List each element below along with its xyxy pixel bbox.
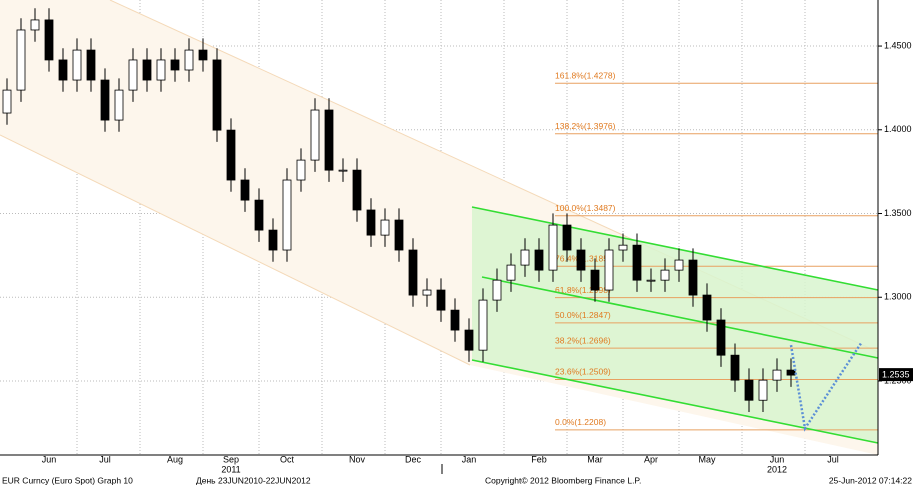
candle-body — [548, 224, 558, 271]
candle-body — [520, 249, 530, 266]
candle-body — [338, 169, 348, 172]
candle-body — [478, 299, 488, 351]
wide-channel-lower — [0, 134, 471, 366]
candle-body — [240, 179, 250, 201]
candle-body — [366, 209, 376, 236]
candle-body — [86, 49, 96, 81]
fib-label: 38.2%(1.2696) — [555, 335, 611, 345]
candle-body — [674, 259, 684, 271]
fib-label: 23.6%(1.2509) — [555, 367, 611, 377]
x-tick-label: Jun — [770, 454, 785, 464]
channel-upper — [471, 206, 879, 291]
footer-security: EUR Curncy (Euro Spot) Graph 10 — [2, 475, 133, 485]
candle-body — [254, 199, 264, 231]
x-tick-label: Jul — [99, 454, 111, 464]
candle-body — [744, 379, 754, 401]
last-price-tag — [879, 368, 913, 382]
candle-body — [156, 59, 166, 81]
candle-body — [492, 279, 502, 301]
candle-body — [296, 159, 306, 181]
candle-body — [212, 59, 222, 131]
candle-body — [450, 309, 460, 331]
candle-body — [310, 109, 320, 161]
last-price-label: 1.2535 — [882, 369, 910, 379]
fib-label: 0.0%(1.2208) — [555, 417, 606, 427]
axes: 1.25001.30001.35001.40001.4500JunJulAugS… — [42, 40, 913, 474]
candle-body — [44, 19, 54, 61]
candle-body — [646, 279, 656, 282]
candle-body — [436, 289, 446, 311]
x-tick-label: Dec — [405, 454, 422, 464]
candle-body — [562, 224, 572, 251]
candle-body — [100, 79, 110, 121]
candle-body — [730, 354, 740, 381]
candle-body — [128, 59, 138, 91]
candle-body — [324, 109, 334, 171]
projection-line — [789, 342, 863, 432]
candle-body — [576, 249, 586, 271]
x-tick-label: May — [698, 454, 716, 464]
candle-body — [716, 319, 726, 356]
x-tick-label: Jun — [42, 454, 57, 464]
candle-body — [632, 244, 642, 281]
candle-body — [604, 249, 614, 291]
candle-body — [534, 249, 544, 271]
candle-body — [408, 249, 418, 296]
fib-label: 61.8%(1.2998) — [555, 285, 611, 295]
x-tick-label: Sep — [223, 454, 239, 464]
x-tick-label: Feb — [531, 454, 547, 464]
fib-label: 138.2%(1.3976) — [555, 121, 616, 131]
fib-label: 161.8%(1.4278) — [555, 70, 616, 80]
x-tick-label: Jul — [827, 454, 839, 464]
candle-body — [2, 89, 12, 114]
y-tick-label: 1.3000 — [884, 292, 912, 302]
x-tick-label: Jan — [462, 454, 477, 464]
candle-body — [30, 19, 40, 31]
y-tick-label: 1.3500 — [884, 208, 912, 218]
candle-body — [660, 269, 670, 281]
footer-range: День 23JUN2010-22JUN2012 — [196, 475, 311, 485]
candle-body — [786, 369, 796, 376]
candle-body — [352, 169, 362, 211]
channel-middle — [481, 276, 879, 359]
candle-body — [226, 129, 236, 181]
candle-body — [422, 289, 432, 296]
candle-body — [184, 49, 194, 71]
x-tick-label: Nov — [349, 454, 366, 464]
y-tick-label: 1.4500 — [884, 40, 912, 50]
candle-body — [618, 244, 628, 251]
footer-timestamp: 25-Jun-2012 07:14:22 — [829, 475, 912, 485]
candle-body — [72, 49, 82, 81]
x-tick-label: Oct — [280, 454, 295, 464]
footer-copyright: Copyright© 2012 Bloomberg Finance L.P. — [485, 475, 641, 485]
candle-body — [772, 369, 782, 381]
fib-label: 100.0%(1.3487) — [555, 203, 616, 213]
candle-body — [114, 89, 124, 121]
candle-body — [702, 294, 712, 321]
candle-body — [198, 49, 208, 61]
candle-body — [142, 59, 152, 81]
candle-body — [58, 59, 68, 81]
x-year-label: 2011 — [221, 464, 240, 474]
candle-body — [282, 179, 292, 251]
candle-body — [268, 229, 278, 251]
candle-body — [506, 264, 516, 281]
x-year-label: 2012 — [767, 464, 787, 474]
candle-body — [170, 59, 180, 71]
x-tick-label: Mar — [587, 454, 603, 464]
fib-label: 50.0%(1.2847) — [555, 310, 611, 320]
candle-body — [464, 329, 474, 351]
candle-body — [380, 219, 390, 236]
x-tick-label: Aug — [167, 454, 183, 464]
x-tick-label: Apr — [644, 454, 658, 464]
candle-body — [394, 219, 404, 251]
candle-body — [758, 379, 768, 401]
y-tick-label: 1.4000 — [884, 124, 912, 134]
candle-body — [16, 29, 26, 91]
candles — [2, 8, 863, 432]
candle-body — [688, 259, 698, 296]
channel-lower — [471, 359, 879, 444]
candle-body — [590, 269, 600, 291]
